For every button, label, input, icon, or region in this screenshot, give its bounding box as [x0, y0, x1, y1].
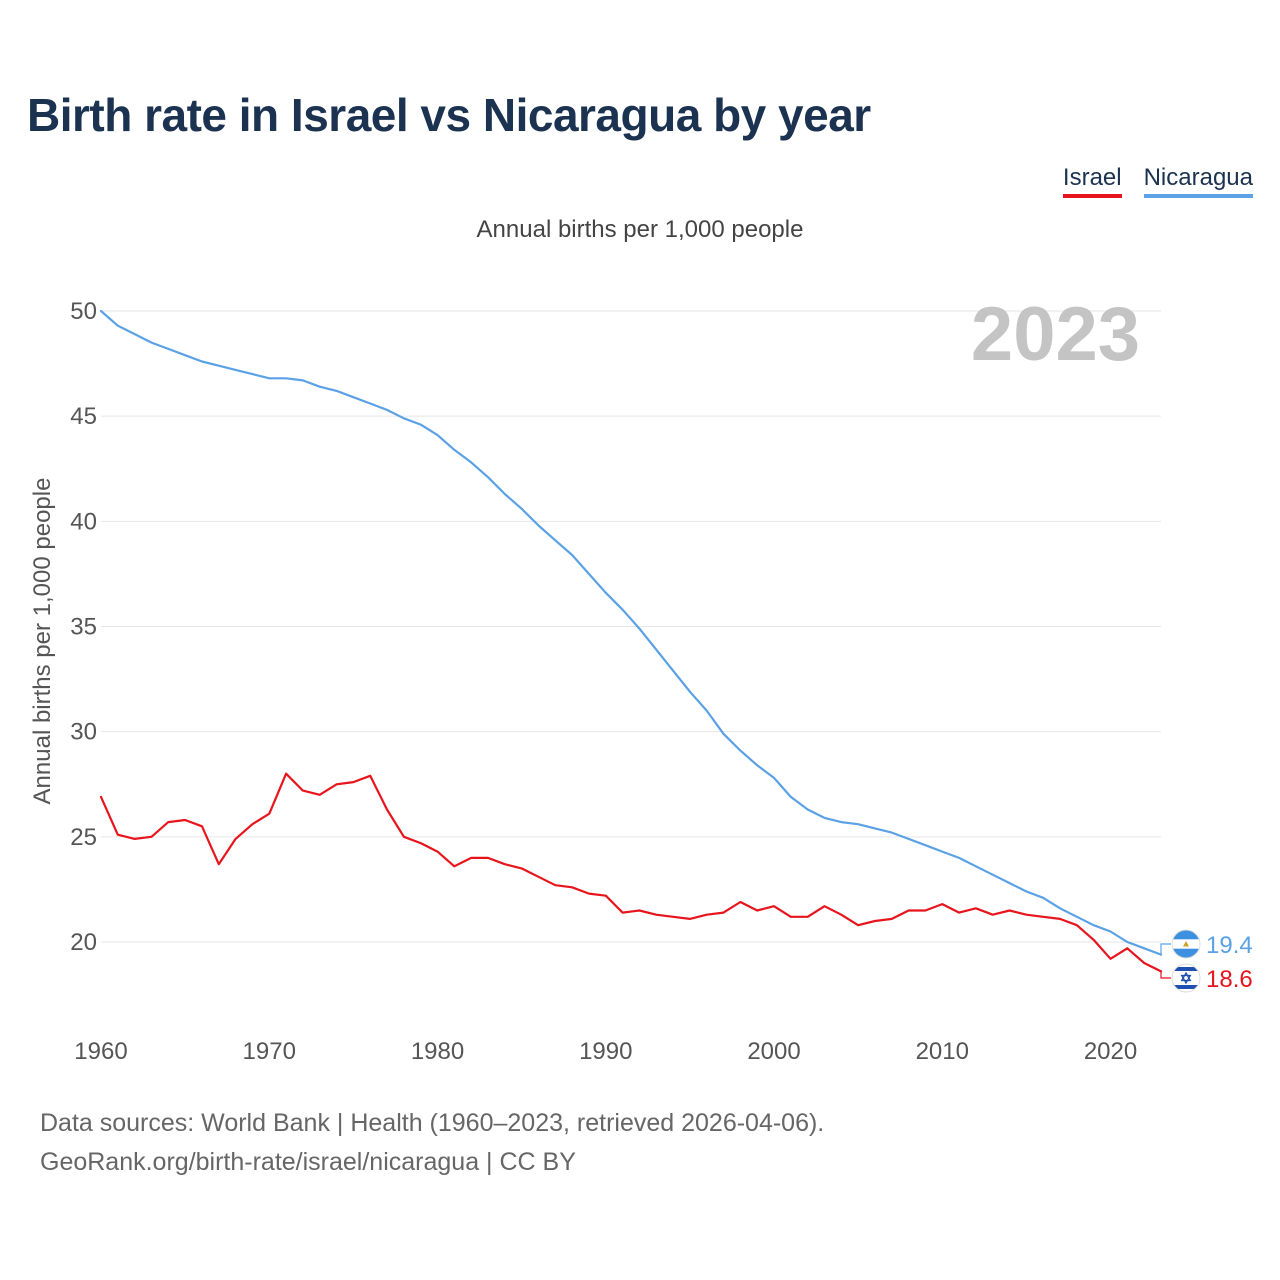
- y-tick-label: 20: [70, 929, 97, 956]
- source-line-1: Data sources: World Bank | Health (1960–…: [40, 1109, 825, 1137]
- series-line-israel[interactable]: [99, 772, 1163, 973]
- israel-end-value: 18.6: [1206, 966, 1253, 993]
- y-tick-label: 30: [70, 719, 97, 746]
- x-tick-label: 1970: [243, 1038, 296, 1065]
- x-tick-label: 1990: [579, 1038, 632, 1065]
- end-connector: [1160, 943, 1171, 955]
- y-tick-label: 40: [70, 508, 97, 535]
- nicaragua-flag-icon: [1171, 929, 1201, 959]
- gridlines: [101, 310, 1161, 943]
- line-chart: 20 25 30 35 40 45 50 1960 1970 1980 1990 2000 2010 2…: [29, 292, 1253, 1065]
- x-axis-ticks: 1960 1970 1980 1990 2000 2010 2020: [74, 1038, 1137, 1065]
- y-axis-ticks: 20 25 30 35 40 45 50: [70, 298, 97, 956]
- y-tick-label: 45: [70, 403, 97, 430]
- x-tick-label: 2010: [916, 1038, 969, 1065]
- series-lines: [99, 309, 1163, 973]
- y-tick-label: 35: [70, 614, 97, 641]
- source-line-2: GeoRank.org/birth-rate/israel/nicaragua …: [40, 1148, 576, 1176]
- source-footer: Data sources: World Bank | Health (1960–…: [40, 1104, 824, 1182]
- x-tick-label: 2000: [747, 1038, 800, 1065]
- y-axis-label: Annual births per 1,000 people: [29, 478, 56, 805]
- end-connector: [1160, 971, 1171, 979]
- y-tick-label: 50: [70, 298, 97, 325]
- x-tick-label: 2020: [1084, 1038, 1137, 1065]
- x-tick-label: 1960: [74, 1038, 127, 1065]
- legend: Israel Nicaragua: [1062, 164, 1253, 198]
- legend-nicaragua[interactable]: Nicaragua: [1143, 164, 1253, 198]
- legend-israel[interactable]: Israel: [1062, 164, 1122, 198]
- israel-flag-icon: [1171, 963, 1201, 993]
- end-labels: 18.6 19.4: [1160, 929, 1253, 993]
- chart-title: Birth rate in Israel vs Nicaragua by yea…: [27, 89, 871, 141]
- chart-subtitle: Annual births per 1,000 people: [476, 216, 804, 243]
- year-watermark: 2023: [971, 292, 1140, 377]
- series-line-nicaragua[interactable]: [99, 309, 1163, 956]
- x-tick-label: 1980: [411, 1038, 464, 1065]
- y-tick-label: 25: [70, 824, 97, 851]
- nicaragua-end-value: 19.4: [1206, 932, 1253, 959]
